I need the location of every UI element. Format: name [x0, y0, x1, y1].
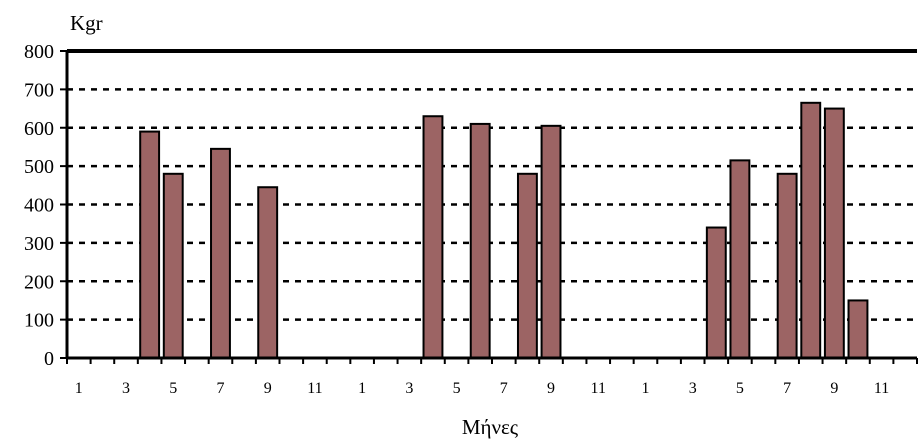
y-tick-label: 500: [24, 156, 54, 178]
bar: [800, 101, 822, 360]
y-tick-label: 200: [24, 271, 54, 293]
y-tick-label: 300: [24, 233, 54, 255]
y-tick-label: 100: [24, 310, 54, 332]
x-tick-label: 11: [591, 380, 606, 397]
x-tick-label: 5: [453, 380, 461, 397]
x-tick-label: 9: [830, 380, 838, 397]
bar: [422, 115, 444, 359]
x-tick-label: 7: [500, 380, 508, 397]
y-tick-label: 0: [44, 348, 54, 370]
bar: [516, 172, 538, 359]
x-tick-label: 3: [405, 380, 413, 397]
x-tick-label: 5: [736, 380, 744, 397]
x-tick-label: 7: [783, 380, 791, 397]
bar: [776, 172, 798, 359]
axes: [60, 49, 918, 364]
x-tick-label: 1: [75, 380, 83, 397]
x-tick-label: 11: [874, 380, 889, 397]
y-tick-label: 800: [24, 41, 54, 63]
x-tick-label: 7: [216, 380, 224, 397]
x-tick-labels: 1 3 5 7 9 11 1 3 5 7 9 11 1 3 5 7 9 11: [75, 380, 889, 397]
y-tick-labels: 0 100 200 300 400 500 600 700 800: [24, 41, 54, 370]
bar: [823, 107, 845, 359]
x-axis-label: Μήνες: [462, 415, 519, 439]
y-tick-label: 600: [24, 118, 54, 140]
bars: [139, 101, 869, 360]
x-tick-label: 9: [547, 380, 555, 397]
x-tick-label: 3: [689, 380, 697, 397]
x-tick-label: 1: [641, 380, 649, 397]
bar: [139, 130, 161, 359]
grid-lines: [67, 88, 917, 321]
x-tick-label: 11: [307, 380, 322, 397]
x-tick-label: 9: [264, 380, 272, 397]
y-tick-label: 700: [24, 79, 54, 101]
bar: [540, 124, 562, 359]
bar: [705, 226, 727, 359]
bar: [469, 122, 491, 359]
y-axis-label: Kgr: [70, 11, 103, 35]
x-tick-label: 5: [169, 380, 177, 397]
bar: [162, 172, 184, 359]
bar: [210, 147, 231, 359]
x-tick-label: 1: [358, 380, 366, 397]
y-tick-label: 400: [24, 195, 54, 217]
x-tick-label: 3: [122, 380, 130, 397]
bar: [257, 186, 279, 359]
bar: [847, 299, 869, 359]
bar: [729, 159, 751, 359]
